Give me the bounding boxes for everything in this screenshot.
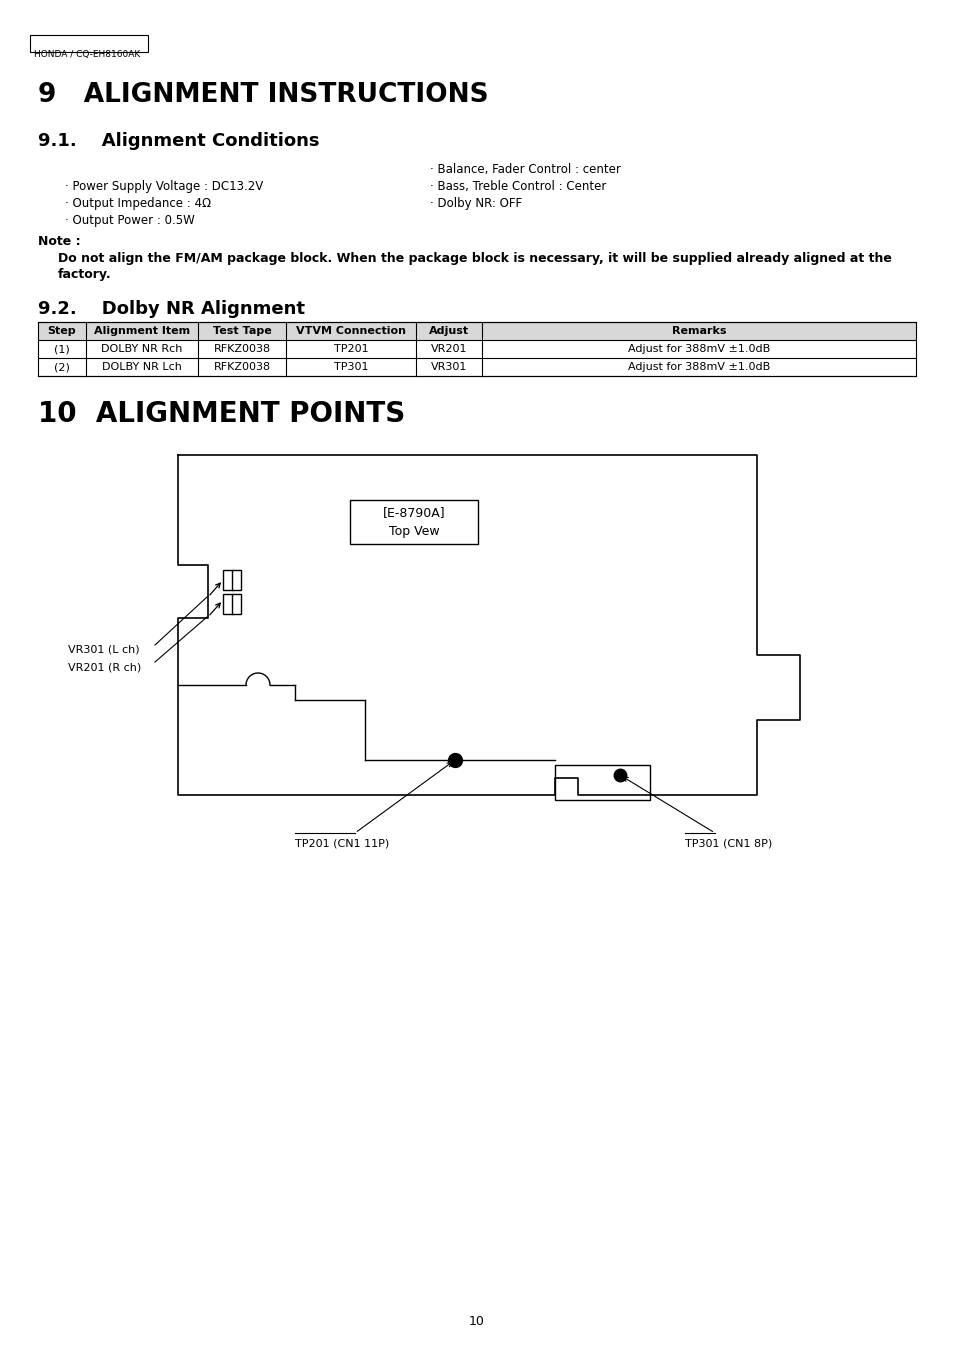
Bar	[223, 594, 241, 613]
Text: VR201 (R ch): VR201 (R ch)	[68, 662, 141, 671]
Text: VTVM Connection: VTVM Connection	[295, 326, 406, 336]
Text: Adjust: Adjust	[429, 326, 469, 336]
Text: Alignment Item: Alignment Item	[93, 326, 190, 336]
Text: Adjust for 388mV ±1.0dB: Adjust for 388mV ±1.0dB	[627, 362, 769, 372]
Text: HONDA / CQ-EH8160AK: HONDA / CQ-EH8160AK	[34, 50, 140, 59]
Text: 9.2.    Dolby NR Alignment: 9.2. Dolby NR Alignment	[38, 300, 305, 317]
Text: · Output Power : 0.5W: · Output Power : 0.5W	[65, 213, 194, 227]
Text: RFKZ0038: RFKZ0038	[213, 345, 271, 354]
Text: Do not align the FM/AM package block. When the package block is necessary, it wi: Do not align the FM/AM package block. Wh…	[58, 253, 891, 265]
Text: factory.: factory.	[58, 267, 112, 281]
Text: VR301: VR301	[431, 362, 467, 372]
Text: Note :: Note :	[38, 235, 81, 249]
Text: [E-8790A]
Top Vew: [E-8790A] Top Vew	[382, 507, 445, 538]
Bar	[38, 322, 915, 376]
Text: 10  ALIGNMENT POINTS: 10 ALIGNMENT POINTS	[38, 400, 405, 428]
Text: TP201: TP201	[334, 345, 368, 354]
Text: RFKZ0038: RFKZ0038	[213, 362, 271, 372]
Text: (1): (1)	[54, 345, 70, 354]
Text: 9.1.    Alignment Conditions: 9.1. Alignment Conditions	[38, 132, 319, 150]
Text: · Bass, Treble Control : Center: · Bass, Treble Control : Center	[430, 180, 606, 193]
Text: · Balance, Fader Control : center: · Balance, Fader Control : center	[430, 163, 620, 176]
Bar	[223, 570, 241, 590]
Text: DOLBY NR Rch: DOLBY NR Rch	[101, 345, 182, 354]
Text: 9   ALIGNMENT INSTRUCTIONS: 9 ALIGNMENT INSTRUCTIONS	[38, 82, 488, 108]
Text: Step: Step	[48, 326, 76, 336]
Text: VR201: VR201	[431, 345, 467, 354]
Bar	[30, 35, 148, 51]
Text: TP301 (CN1 8P): TP301 (CN1 8P)	[684, 838, 771, 848]
Text: · Output Impedance : 4Ω: · Output Impedance : 4Ω	[65, 197, 211, 209]
Text: · Dolby NR: OFF: · Dolby NR: OFF	[430, 197, 521, 209]
Text: (2): (2)	[54, 362, 70, 372]
Text: VR301 (L ch): VR301 (L ch)	[68, 644, 139, 655]
Text: Adjust for 388mV ±1.0dB: Adjust for 388mV ±1.0dB	[627, 345, 769, 354]
Text: Test Tape: Test Tape	[213, 326, 271, 336]
Text: TP201 (CN1 11P): TP201 (CN1 11P)	[294, 838, 389, 848]
Text: · Power Supply Voltage : DC13.2V: · Power Supply Voltage : DC13.2V	[65, 180, 263, 193]
Bar	[350, 500, 477, 544]
Bar	[38, 322, 915, 340]
Text: TP301: TP301	[334, 362, 368, 372]
Bar	[555, 765, 649, 800]
Text: 10: 10	[469, 1315, 484, 1328]
Text: DOLBY NR Lch: DOLBY NR Lch	[102, 362, 182, 372]
Text: Remarks: Remarks	[671, 326, 725, 336]
